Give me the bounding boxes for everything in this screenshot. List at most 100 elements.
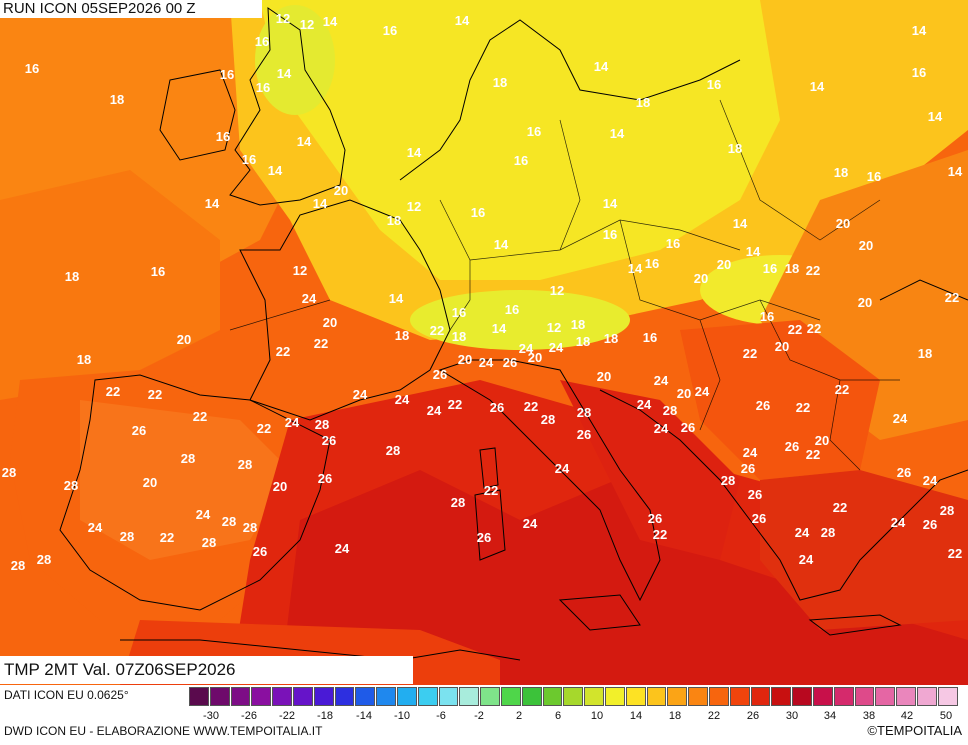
color-scale-swatch: [917, 687, 937, 706]
temperature-value-label: 20: [836, 216, 850, 231]
temperature-value-label: 18: [604, 331, 618, 346]
temperature-value-label: 26: [253, 544, 267, 559]
color-scale-swatch: [688, 687, 708, 706]
temperature-value-label: 22: [807, 321, 821, 336]
temperature-value-label: 26: [490, 400, 504, 415]
temperature-value-label: 14: [746, 244, 761, 259]
temperature-value-label: 28: [181, 451, 195, 466]
temperature-value-label: 28: [238, 457, 252, 472]
temperature-value-label: 24: [795, 525, 810, 540]
alps-cool-zone: [410, 290, 630, 350]
color-scale-swatch: [230, 687, 251, 706]
color-scale-tick-label: -10: [394, 710, 410, 722]
temperature-value-label: 22: [430, 323, 444, 338]
color-scale-tick-label: 14: [629, 710, 643, 722]
temperature-value-label: 24: [88, 520, 103, 535]
legend-area: DATI ICON EU 0.0625° -30 -26 -22 -18 -14 -10-…: [0, 685, 968, 745]
temperature-value-label: 24: [427, 403, 442, 418]
temperature-value-label: 24: [395, 392, 410, 407]
data-source-label: DATI ICON EU 0.0625°: [4, 688, 129, 702]
temperature-value-label: 22: [796, 400, 810, 415]
temperature-value-label: 22: [806, 263, 820, 278]
temperature-value-label: 24: [799, 552, 814, 567]
temperature-value-label: 14: [594, 59, 609, 74]
run-label: RUN ICON 05SEP2026 00 Z: [0, 0, 262, 18]
temperature-value-label: 22: [106, 384, 120, 399]
temperature-value-label: 14: [205, 196, 220, 211]
temperature-value-label: 16: [471, 205, 485, 220]
temperature-value-label: 28: [386, 443, 400, 458]
color-scale-tick-label: 30: [785, 710, 799, 722]
temperature-value-label: 18: [728, 141, 742, 156]
temperature-value-label: 28: [37, 552, 51, 567]
color-scale-swatch: [480, 687, 500, 706]
aegean-hot-zone: [760, 470, 968, 630]
temperature-value-label: 20: [528, 350, 542, 365]
color-scale-swatch: [854, 687, 875, 706]
temperature-value-label: 16: [912, 65, 926, 80]
temperature-value-label: 14: [610, 126, 625, 141]
color-scale-tick-label: -22: [279, 710, 295, 722]
temperature-value-label: 28: [243, 520, 257, 535]
color-scale-tick-label: 38: [862, 710, 876, 722]
color-scale-swatch: [397, 687, 417, 706]
coastline-sardinia: [474, 489, 506, 561]
variable-label: TMP 2MT Val. 07Z06SEP2026: [0, 656, 413, 684]
temperature-value-label: 14: [492, 321, 507, 336]
temperature-value-label: 24: [479, 355, 494, 370]
temperature-value-label: 16: [383, 23, 397, 38]
temperature-value-label: 16: [527, 124, 541, 139]
temperature-value-label: 26: [648, 511, 662, 526]
temperature-value-label: 14: [928, 109, 943, 124]
temperature-value-label: 22: [743, 346, 757, 361]
color-scale-swatch: [750, 687, 771, 706]
temperature-value-label: 24: [555, 461, 570, 476]
color-scale-tick-label: -14: [356, 710, 372, 722]
temperature-value-label: 14: [810, 79, 825, 94]
temperature-value-label: 18: [395, 328, 409, 343]
temperature-value-label: 12: [300, 17, 314, 32]
temperature-value-label: 26: [752, 511, 766, 526]
temperature-value-label: 28: [721, 473, 735, 488]
color-scale-swatch: [459, 687, 480, 706]
temperature-value-label: 26: [897, 465, 911, 480]
color-scale-swatch: [833, 687, 854, 706]
temperature-value-label: 22: [806, 447, 820, 462]
coastline-sicily: [558, 594, 641, 631]
color-scale-swatch: [251, 687, 272, 706]
color-scale-swatch: [729, 687, 750, 706]
temperature-value-label: 16: [645, 256, 659, 271]
color-scale-swatch: [417, 687, 438, 706]
temperature-value-label: 20: [323, 315, 337, 330]
coastline-black-sea: [879, 279, 968, 301]
temperature-value-label: 16: [242, 152, 256, 167]
coastline-corsica: [479, 447, 499, 489]
temperature-value-label: 26: [433, 367, 447, 382]
temperature-value-label: 16: [514, 153, 528, 168]
temperature-value-label: 22: [484, 483, 498, 498]
temperature-value-label: 22: [193, 409, 207, 424]
temperature-value-label: 26: [756, 398, 770, 413]
credit-right: ©TEMPOITALIA: [867, 723, 962, 738]
temperature-value-label: 28: [64, 478, 78, 493]
color-scale-tick-label: -26: [241, 710, 257, 722]
border-6: [759, 299, 900, 381]
temperature-value-label: 22: [448, 397, 462, 412]
temperature-value-label: 28: [541, 412, 555, 427]
color-scale-swatch: [875, 687, 896, 706]
color-scale-tick-label: 2: [515, 710, 523, 722]
color-scale-swatch: [584, 687, 604, 706]
temperature-value-label: 20: [177, 332, 191, 347]
color-scale-swatch: [189, 687, 209, 706]
temperature-value-label: 12: [547, 320, 561, 335]
color-scale-swatch: [563, 687, 584, 706]
temperature-value-label: 14: [628, 261, 643, 276]
color-scale-tick-label: 50: [939, 710, 953, 722]
border-5: [699, 319, 721, 431]
temperature-value-label: 14: [277, 66, 292, 81]
coastlines: [59, 7, 968, 661]
temperature-value-label: 26: [322, 433, 336, 448]
temperature-value-label: 24: [196, 507, 211, 522]
